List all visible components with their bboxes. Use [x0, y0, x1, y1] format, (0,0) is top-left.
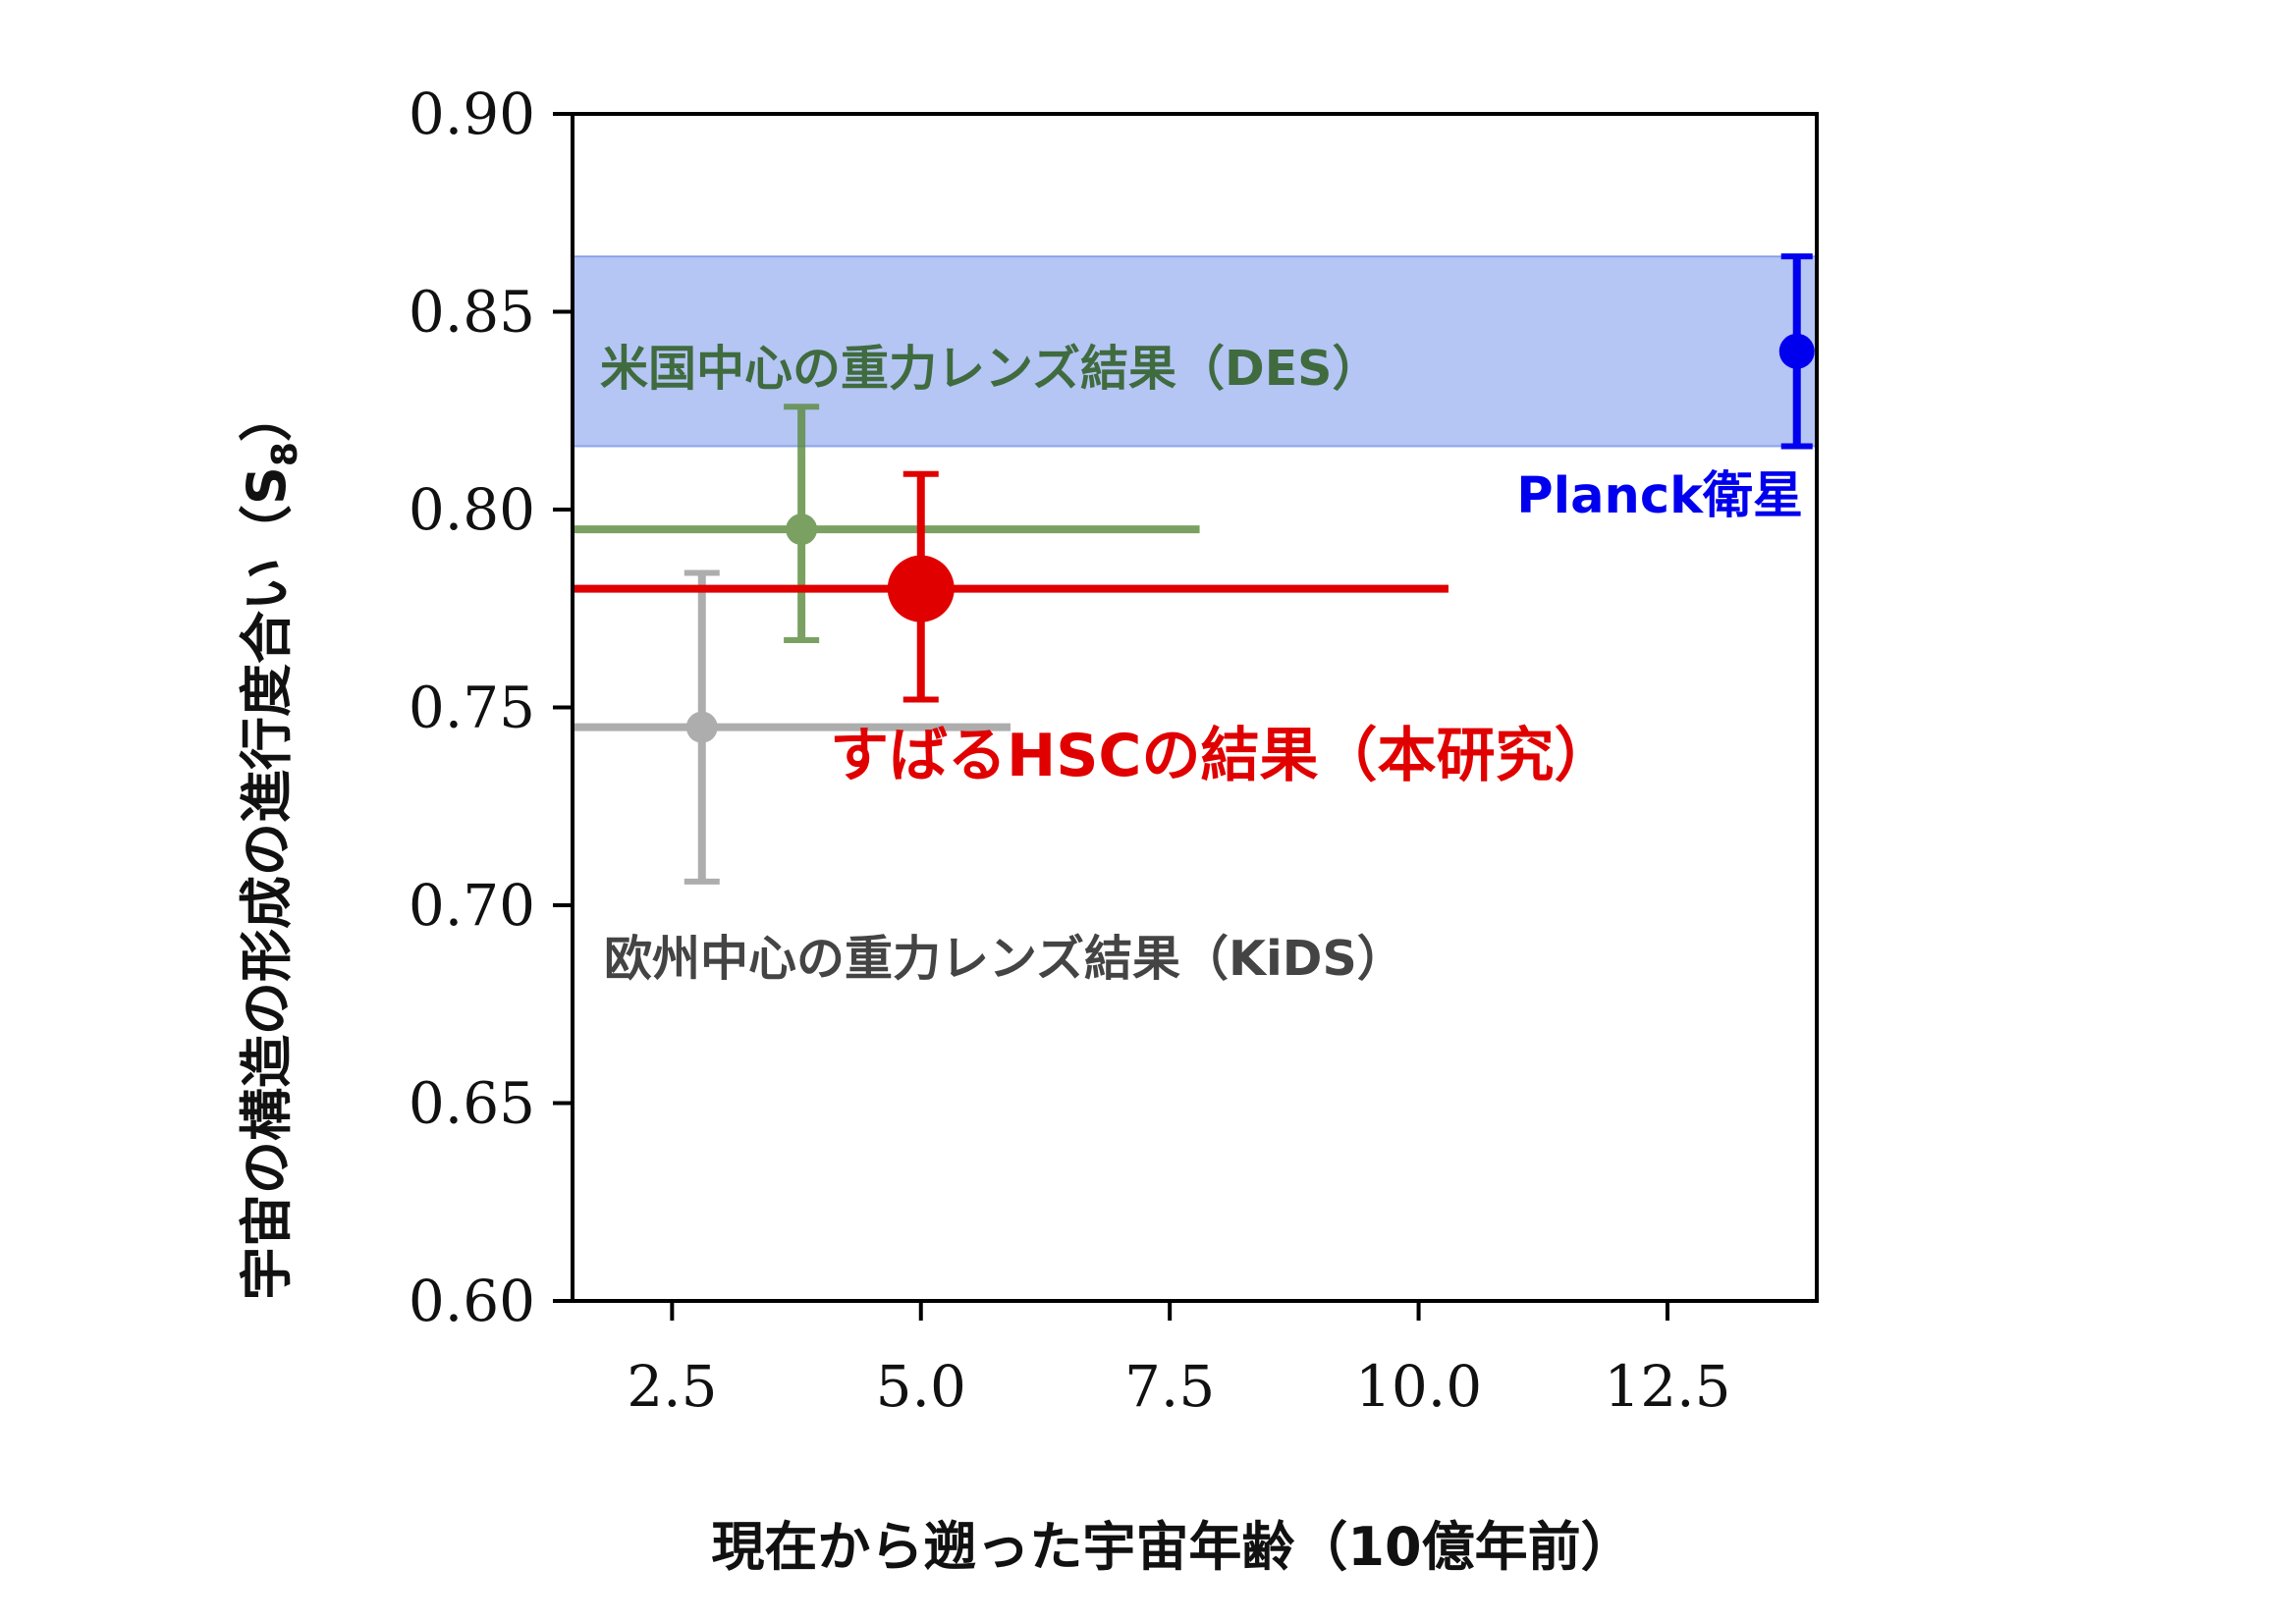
legend-label-kids: 欧州中心の重力レンズ結果（KiDS） [604, 931, 1405, 987]
series-layer [573, 253, 1815, 885]
x-axis-label: 現在から遡った宇宙年齢（10億年前） [711, 1516, 1633, 1578]
legend-label-hsc: すばるHSCの結果（本研究） [830, 722, 1613, 790]
x-tick-label: 2.5 [627, 1353, 717, 1420]
legend-label-des: 米国中心の重力レンズ結果（DES） [600, 341, 1380, 397]
y-axis-label-main: 宇宙の構造の形成の進行度合い（S [236, 466, 298, 1300]
series-hsc [573, 470, 1449, 703]
data-point-planck [1778, 333, 1815, 369]
data-point-des [786, 514, 818, 546]
plot-frame [571, 112, 1819, 1303]
y-tick-label: 0.90 [409, 81, 535, 147]
y-axis-label-close: ） [236, 389, 298, 442]
tick-layer: 0.60 0.65 0.70 0.75 0.80 0.85 0.90 2.5 5.0 7.5 10.… [409, 81, 1731, 1420]
y-axis-label: 宇宙の構造の形成の進行度合い（S8） [236, 389, 305, 1300]
y-tick-label: 0.80 [409, 476, 535, 543]
legend-label-planck: Planck衛星 [1516, 467, 1803, 525]
data-point-hsc [887, 555, 955, 622]
planck-band [573, 256, 1817, 447]
x-tick-label: 5.0 [876, 1353, 966, 1420]
x-tick-label: 7.5 [1124, 1353, 1215, 1420]
planck-band-layer [573, 255, 1817, 448]
y-tick-label: 0.85 [409, 279, 535, 346]
x-tick-label: 10.0 [1355, 1353, 1482, 1420]
data-point-kids [685, 711, 718, 743]
series-planck [1778, 253, 1815, 450]
series-kids [573, 569, 1011, 885]
y-axis-label-subscript: 8 [265, 442, 305, 466]
y-tick-label: 0.65 [409, 1070, 535, 1137]
y-tick-label: 0.70 [409, 872, 535, 939]
series-des [573, 404, 1200, 643]
y-tick-label: 0.60 [409, 1268, 535, 1334]
x-tick-label: 12.5 [1604, 1353, 1730, 1420]
y-tick-label: 0.75 [409, 675, 535, 741]
